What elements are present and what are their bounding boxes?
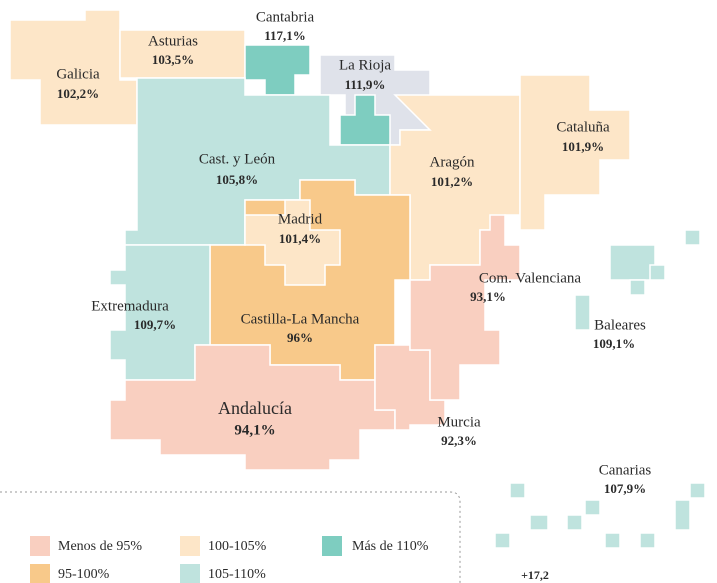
region-value: 107,9% xyxy=(604,481,646,496)
region xyxy=(649,264,666,281)
region-name: Baleares xyxy=(594,317,646,333)
note: +17,2 xyxy=(521,568,549,582)
region xyxy=(629,279,646,296)
region-name: Extremadura xyxy=(91,298,169,314)
region-name: Com. Valenciana xyxy=(479,270,582,286)
region-name: La Rioja xyxy=(339,57,391,73)
region-value: 101,2% xyxy=(431,174,473,189)
region-value: 94,1% xyxy=(234,422,275,438)
region-name: Madrid xyxy=(278,211,323,227)
region-name: Murcia xyxy=(437,414,481,430)
region-name: Castilla-La Mancha xyxy=(241,311,360,327)
region-value: 109,7% xyxy=(134,317,176,332)
region-name: Cast. y León xyxy=(199,151,276,167)
region xyxy=(409,214,521,401)
region-name: Asturias xyxy=(148,33,198,49)
legend-border xyxy=(0,491,461,583)
region-value: 101,9% xyxy=(562,139,604,154)
region-name: Canarias xyxy=(599,462,652,478)
region xyxy=(566,514,583,531)
labels: Galicia 102,2% Asturias 103,5% Cantabria… xyxy=(56,9,651,496)
region-value: 103,5% xyxy=(152,52,194,67)
regions xyxy=(9,9,706,549)
region xyxy=(604,532,621,549)
legend-swatch xyxy=(30,564,50,583)
legend-label: Menos de 95% xyxy=(58,539,142,554)
legend-swatch xyxy=(180,564,200,583)
region-value: 92,3% xyxy=(441,433,477,448)
region-value: 101,4% xyxy=(279,231,321,246)
region-value: 109,1% xyxy=(593,336,635,351)
region-value: 105,8% xyxy=(216,172,258,187)
region xyxy=(529,514,549,531)
legend-label: Más de 110% xyxy=(352,539,429,554)
legend-label: 105-110% xyxy=(208,567,266,582)
region-value: 117,1% xyxy=(264,28,306,43)
region-name: Andalucía xyxy=(218,398,292,418)
region xyxy=(244,44,311,96)
region xyxy=(574,294,591,331)
region xyxy=(509,482,526,499)
region xyxy=(689,482,706,499)
region xyxy=(684,229,701,246)
legend-label: 100-105% xyxy=(208,539,267,554)
legend-label: 95-100% xyxy=(58,567,110,582)
legend-swatch xyxy=(30,536,50,556)
region xyxy=(244,199,341,286)
region-value: 96% xyxy=(287,330,313,345)
region xyxy=(494,532,511,549)
legend-swatch xyxy=(180,536,200,556)
region-name: Aragón xyxy=(430,154,475,170)
region xyxy=(639,532,656,549)
legend: Menos de 95% 100-105% Más de 110% 95-100… xyxy=(0,491,461,583)
legend-swatch xyxy=(322,536,342,556)
region xyxy=(584,499,601,516)
region-value: 111,9% xyxy=(345,77,386,92)
region-name: Cataluña xyxy=(556,119,610,135)
region-name: Cantabria xyxy=(256,9,315,25)
region xyxy=(519,74,631,231)
region-value: 102,2% xyxy=(57,86,99,101)
region xyxy=(609,244,656,281)
region xyxy=(674,499,691,531)
region-value: 93,1% xyxy=(470,289,506,304)
region-name: Galicia xyxy=(56,66,100,82)
